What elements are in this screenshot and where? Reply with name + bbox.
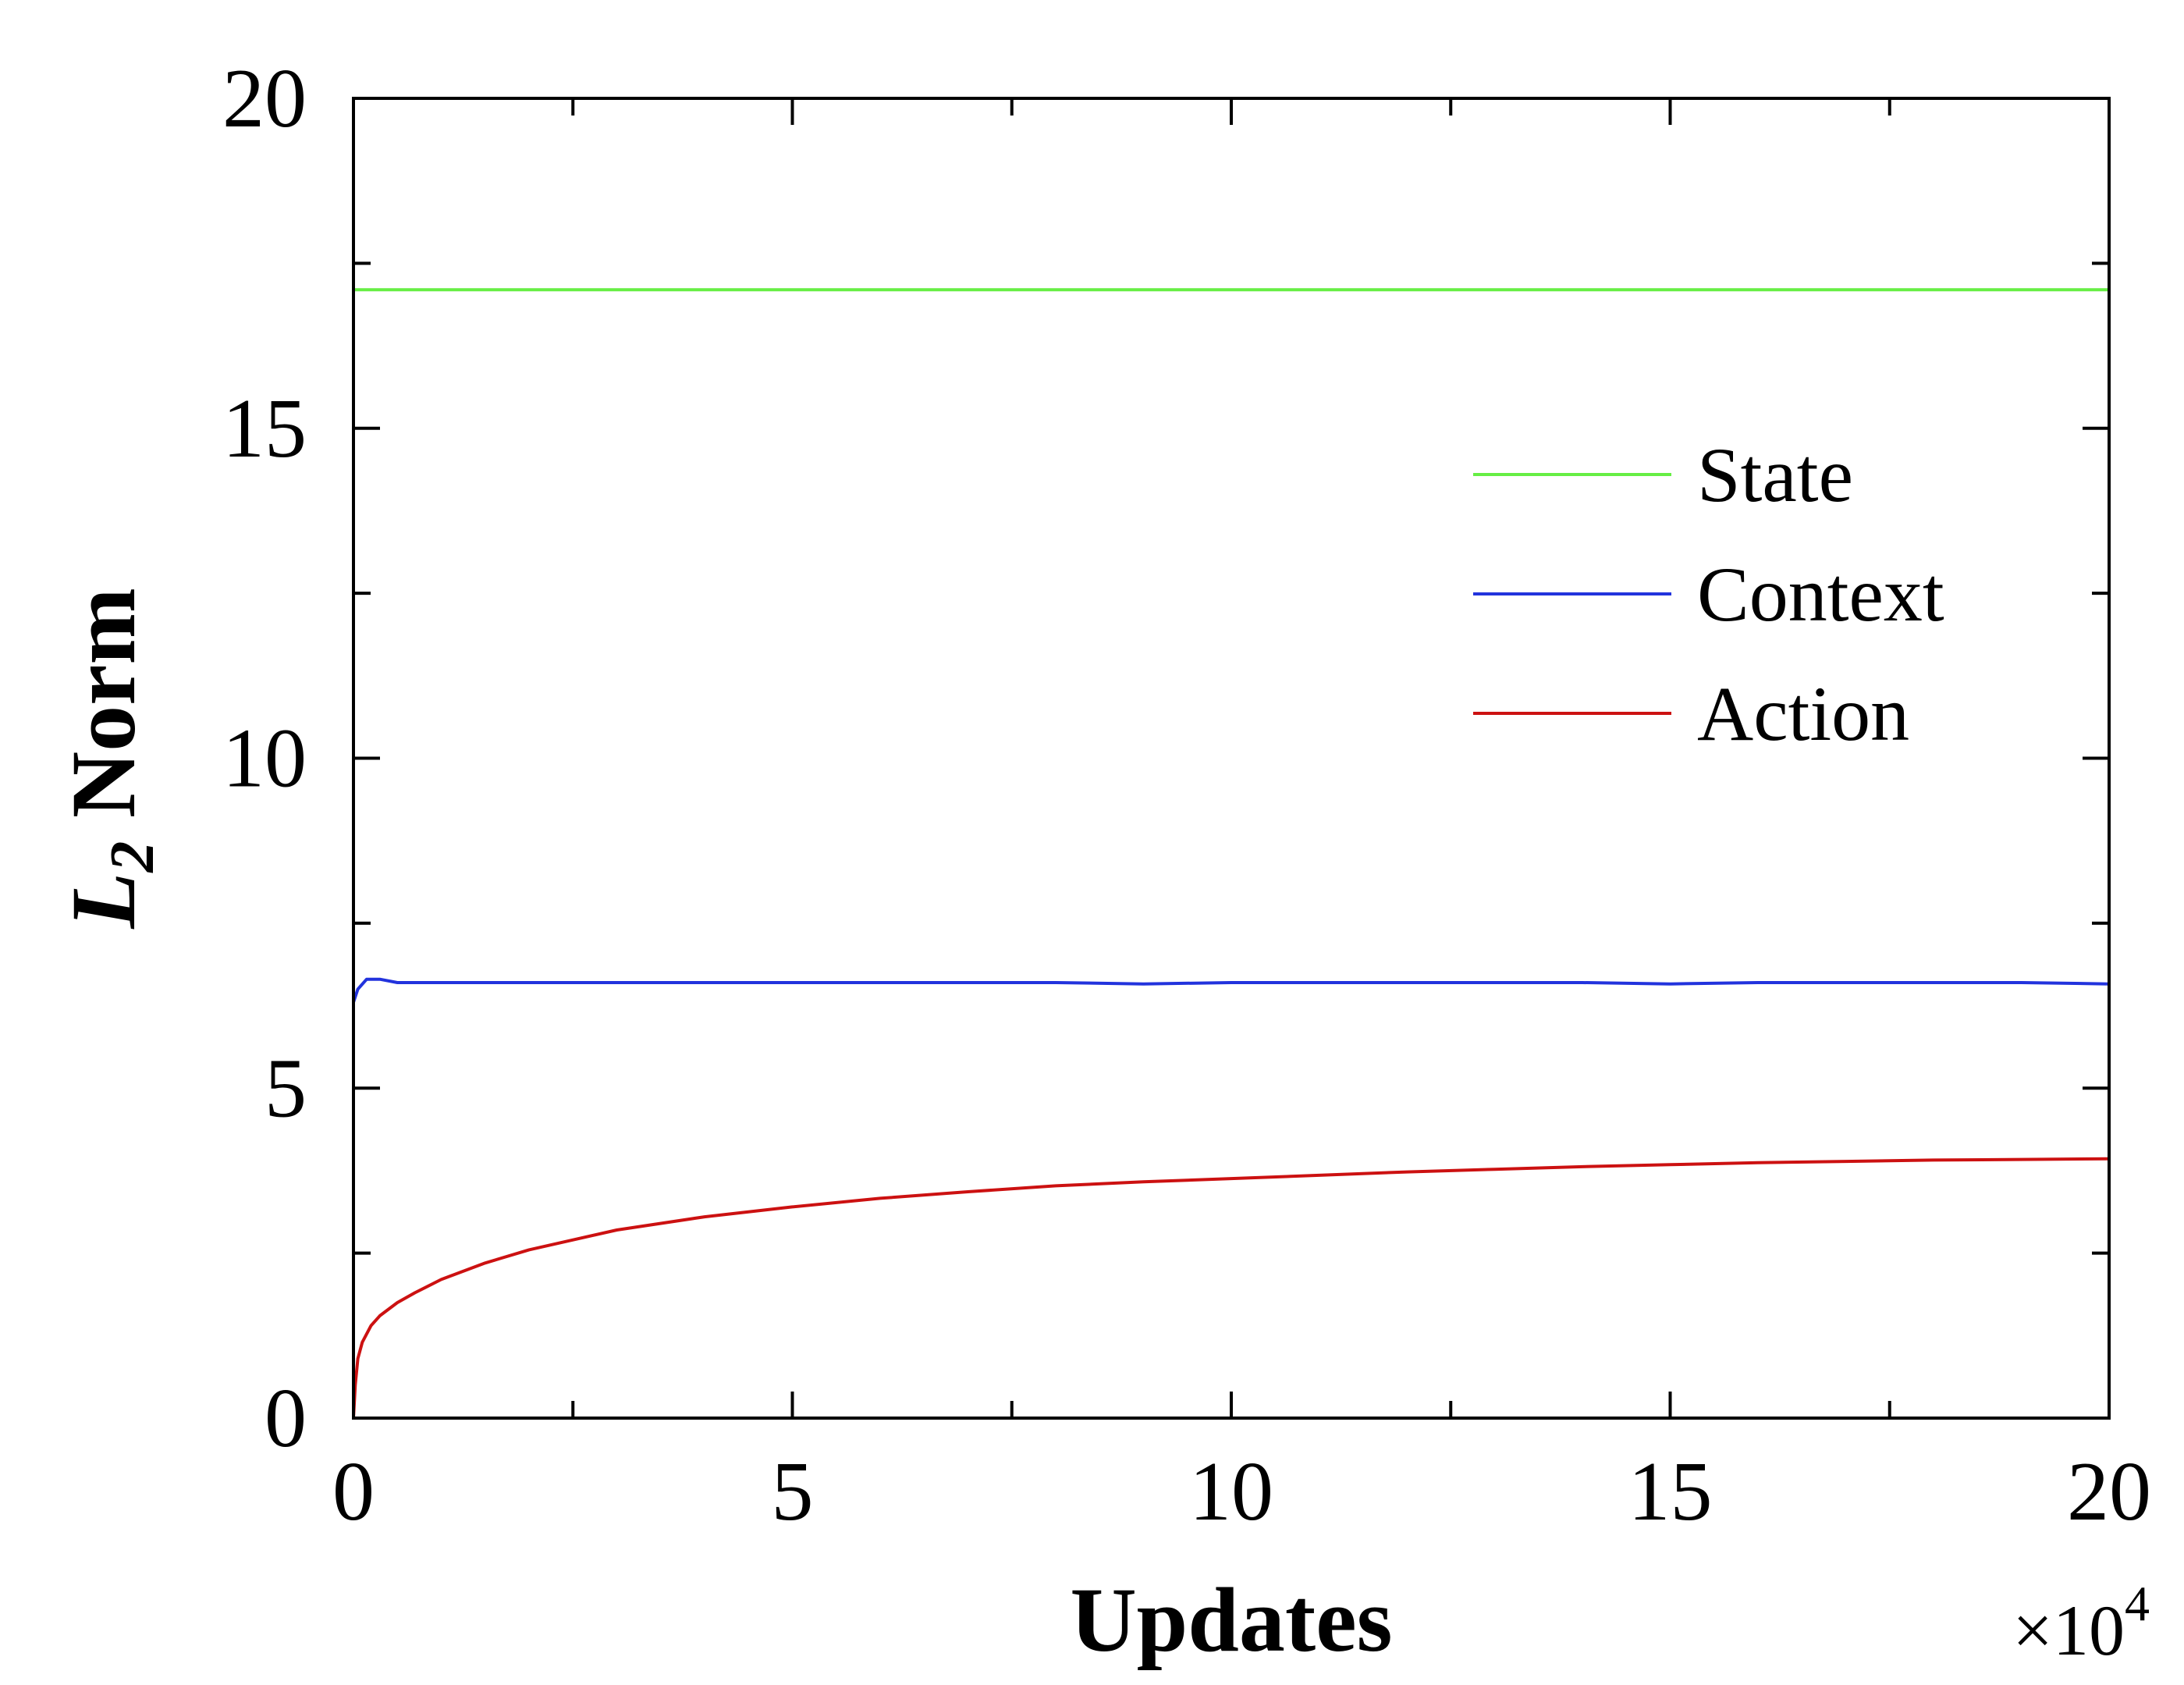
y-tick-label: 5 <box>265 1042 307 1135</box>
y-axis-title: L2 Norm <box>52 588 167 929</box>
y-axis-title-subscript: 2 <box>98 841 167 873</box>
y-tick-label: 15 <box>222 382 307 475</box>
x-tick-label: 20 <box>2067 1445 2151 1538</box>
x-tick-label: 0 <box>332 1445 375 1538</box>
y-axis-title-suffix: Norm <box>52 588 154 818</box>
y-axis-title-main: L <box>52 873 154 930</box>
legend: State Context Action <box>1473 432 1944 757</box>
series-line-context <box>352 977 2110 1003</box>
y-tick-label: 20 <box>222 52 307 145</box>
x-tick-label: 15 <box>1628 1445 1713 1538</box>
x-axis-multiplier-exponent: 4 <box>2125 1576 2150 1631</box>
x-axis-multiplier-base: ×10 <box>2012 1591 2125 1670</box>
x-axis-title: Updates <box>1070 1569 1392 1671</box>
series-layer <box>352 288 2110 1419</box>
tick-layer: 0 5 10 15 20 0 5 10 15 20 <box>222 52 2151 1538</box>
x-axis-multiplier: ×104 <box>2012 1576 2150 1670</box>
x-tick-label: 10 <box>1189 1445 1273 1538</box>
y-tick-label: 0 <box>265 1372 307 1465</box>
legend-label-context: Context <box>1697 551 1944 638</box>
x-tick-label: 5 <box>772 1445 814 1538</box>
series-line-action <box>352 1157 2110 1419</box>
legend-label-action: Action <box>1697 670 1909 757</box>
y-axis-title-spacer <box>52 818 154 841</box>
y-tick-label: 10 <box>222 713 307 805</box>
plot-frame <box>352 97 2111 1420</box>
legend-label-state: State <box>1697 432 1853 518</box>
